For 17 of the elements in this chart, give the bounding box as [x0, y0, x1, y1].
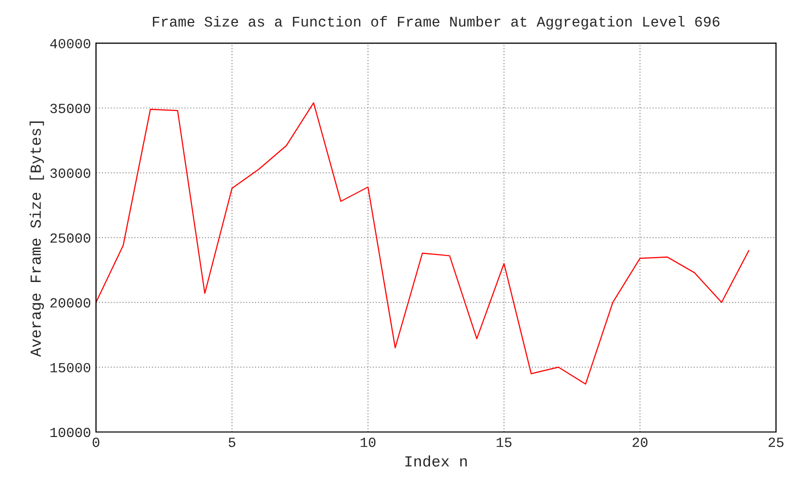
y-tick-label: 35000: [50, 104, 90, 114]
x-axis-title: Index n: [405, 455, 467, 467]
y-tick-label: 25000: [50, 233, 90, 243]
y-tick-label: 15000: [50, 362, 90, 372]
x-tick-label: 5: [228, 438, 236, 448]
y-tick-label: 40000: [50, 38, 90, 48]
y-axis-title: Average Frame Size [Bytes]: [30, 122, 44, 357]
x-tick-label: 25: [768, 438, 784, 448]
x-tick-label: 20: [632, 438, 648, 448]
y-tick-label: 30000: [50, 168, 90, 178]
x-tick-label: 10: [360, 438, 376, 448]
line-series: [96, 102, 750, 385]
x-tick-label: 15: [496, 438, 512, 448]
y-tick-label: 20000: [50, 298, 90, 308]
chart-title: Frame Size as a Function of Frame Number at Aggregation Level 696: [152, 16, 720, 30]
y-tick-label: 10000: [50, 428, 90, 438]
x-tick-label: 0: [92, 438, 100, 448]
